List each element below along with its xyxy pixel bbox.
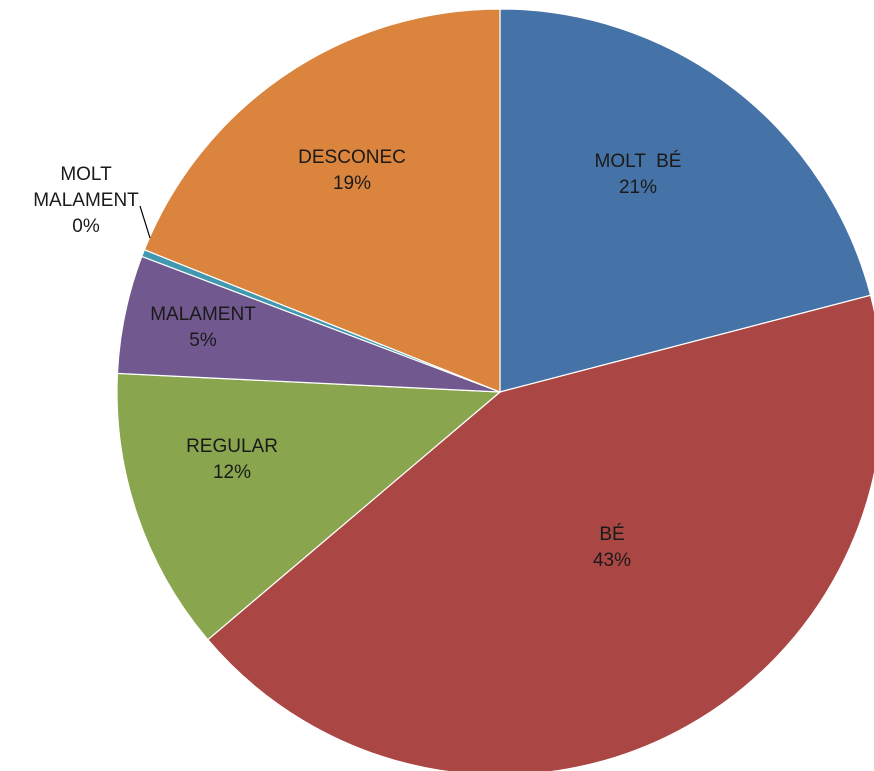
slice-data-label: MALAMENT 5% — [150, 304, 256, 351]
slices-layer — [116, 8, 874, 771]
slice-percent-text: 21% — [619, 177, 657, 198]
pie-slice — [143, 8, 501, 393]
slice-percent-text: 19% — [333, 173, 371, 194]
slice-percent-text: 12% — [213, 462, 251, 483]
slice-data-label: REGULAR 12% — [186, 436, 278, 483]
slice-category-text: MALAMENT — [150, 304, 256, 325]
slice-percent-text: 43% — [593, 550, 631, 571]
slice-data-label: BÉ 43% — [593, 524, 631, 571]
slice-category-text: BÉ — [599, 524, 624, 545]
slice-category-text: REGULAR — [186, 436, 278, 457]
slice-data-label: DESCONEC 19% — [298, 147, 406, 194]
slice-category-text: DESCONEC — [298, 147, 406, 168]
labels-layer: MOLT BÉ 21%BÉ 43%REGULAR 12%MALAMENT 5%MOLT M… — [33, 147, 681, 571]
pie-slice — [207, 294, 874, 771]
slice-category-text: MOLT — [60, 164, 112, 185]
slice-data-label: MOLT MALAMENT 0% — [33, 164, 139, 237]
slice-category-text: MALAMENT — [33, 190, 139, 211]
slice-percent-text: 5% — [189, 330, 217, 351]
pie-slice — [116, 372, 502, 641]
slice-data-label: MOLT BÉ 21% — [595, 151, 682, 198]
slice-percent-text: 0% — [72, 216, 100, 237]
pie-slice — [499, 8, 872, 393]
slice-category-text: MOLT BÉ — [595, 151, 682, 172]
leader-line — [139, 205, 151, 239]
